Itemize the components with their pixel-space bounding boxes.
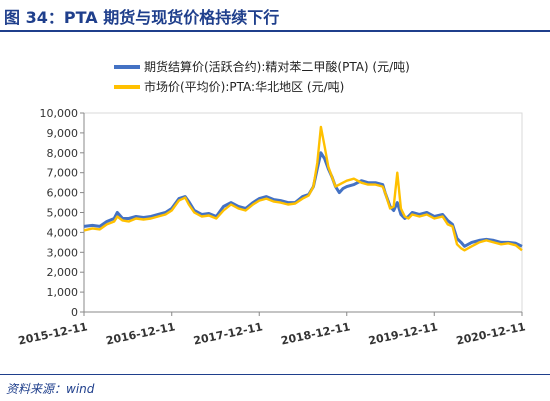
x-tick-label: 2017-12-11 [192, 320, 264, 347]
y-tick-label: 0 [71, 306, 78, 319]
x-tick-label: 2020-12-11 [455, 320, 527, 347]
y-tick-label: 7,000 [47, 167, 79, 180]
series-line-2 [83, 125, 523, 252]
source-note: 资料来源：wind [6, 382, 95, 396]
legend-label-1: 期货结算价(活跃合约):精对苯二甲酸(PTA) (元/吨) [144, 59, 410, 74]
x-tick-label: 2018-12-11 [280, 320, 352, 347]
y-tick-label: 10,000 [40, 107, 79, 120]
x-tick-label: 2015-12-11 [17, 320, 89, 347]
y-tick-label: 9,000 [47, 127, 79, 140]
y-tick-label: 1,000 [47, 286, 79, 299]
y-tick-label: 6,000 [47, 187, 79, 200]
title-divider [0, 30, 550, 32]
y-tick-label: 2,000 [47, 266, 79, 279]
figure-title: 图 34：PTA 期货与现货价格持续下行 [4, 8, 280, 27]
y-tick-label: 5,000 [47, 207, 79, 220]
footer-divider [0, 374, 550, 375]
x-tick-label: 2016-12-11 [105, 320, 177, 347]
y-tick-label: 8,000 [47, 147, 79, 160]
y-tick-label: 4,000 [47, 226, 79, 239]
legend-label-2: 市场价(平均价):PTA:华北地区 (元/吨) [144, 79, 344, 94]
series-line-1 [83, 151, 523, 248]
y-tick-label: 3,000 [47, 246, 79, 259]
x-tick-label: 2019-12-11 [367, 320, 439, 347]
plot-area [83, 112, 523, 313]
